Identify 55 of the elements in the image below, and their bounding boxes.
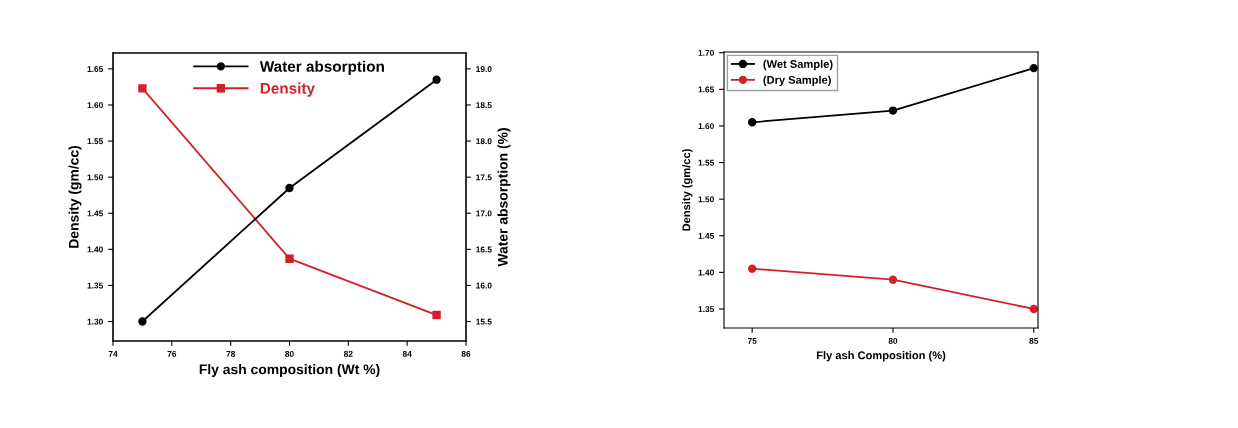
y-tick-label: 1.30	[87, 318, 103, 325]
y-tick-label: 1.40	[698, 269, 714, 276]
point	[1029, 63, 1038, 73]
y2-tick-label: 16.5	[476, 246, 492, 253]
y-tick-label: 1.70	[698, 49, 714, 56]
point	[138, 317, 147, 326]
x-tick-label: 86	[461, 350, 471, 357]
point	[888, 275, 898, 284]
x-tick-label: 82	[343, 350, 353, 357]
y-tick-label: 1.35	[87, 282, 104, 289]
x-tick-label: 80	[285, 350, 294, 357]
x-tick-label: 84	[402, 350, 412, 357]
point	[1029, 304, 1038, 314]
point	[888, 106, 898, 115]
point	[285, 254, 294, 263]
point	[432, 75, 441, 84]
x-tick-label: 76	[167, 350, 177, 357]
point	[138, 84, 147, 93]
point	[747, 264, 757, 273]
x-axis-title: Fly ash Composition (%)	[816, 351, 946, 362]
y-tick-label: 1.50	[87, 174, 103, 181]
y-tick-label: 1.50	[698, 196, 714, 203]
y-tick-label: 1.40	[87, 246, 103, 253]
x-tick-label: 75	[747, 338, 757, 344]
y-tick-label: 1.65	[698, 86, 715, 93]
x-tick-label: 74	[108, 351, 118, 357]
y2-tick-label: 18.5	[476, 102, 492, 109]
legend-label: (Dry Sample)	[763, 75, 831, 87]
point	[747, 118, 757, 127]
point	[285, 183, 294, 193]
y2-axis-title: Water absorption (%)	[497, 128, 511, 267]
y-tick-label: 1.65	[87, 66, 104, 72]
y-tick-label: 1.35	[698, 306, 715, 313]
y2-tick-label: 17.0	[476, 210, 492, 217]
x-tick-label: 80	[888, 337, 898, 344]
x-tick-label: 78	[226, 350, 236, 357]
legend-label: Water absorption	[259, 60, 384, 75]
point	[432, 310, 441, 320]
y-tick-label: 1.60	[698, 123, 714, 130]
x-tick-label: 85	[1029, 337, 1039, 344]
y2-tick-label: 19.0	[476, 66, 492, 72]
y-tick-label: 1.45	[698, 233, 715, 239]
y2-tick-label: 15.5	[476, 318, 492, 325]
y2-tick-label: 16.0	[476, 282, 492, 289]
x-axis-title: Fly ash composition (Wt %)	[199, 364, 380, 377]
y-tick-label: 1.45	[87, 210, 104, 217]
y-axis-title: Density (gm/cc)	[682, 149, 693, 231]
y-tick-label: 1.55	[698, 159, 715, 166]
y-axis-title: Density (gm/cc)	[68, 145, 82, 248]
legend-label: (Wet Sample)	[763, 59, 833, 71]
legend-label: Density	[260, 82, 315, 97]
y-tick-label: 1.60	[87, 102, 103, 109]
y2-tick-label: 17.5	[476, 174, 492, 181]
y2-tick-label: 18.0	[476, 138, 492, 145]
y-tick-label: 1.55	[87, 138, 104, 145]
